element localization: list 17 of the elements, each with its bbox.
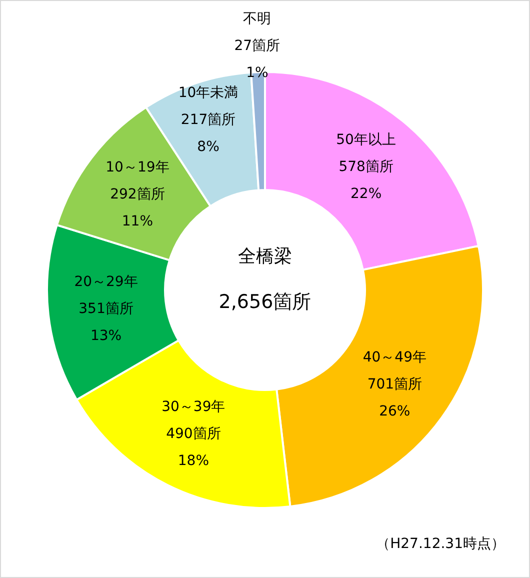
- slice-label: 30～39年: [162, 399, 226, 416]
- slice-label: 不明: [243, 11, 272, 28]
- data-label: 701箇所 26%: [367, 376, 422, 420]
- text: （H27.12.31時点）: [376, 536, 505, 552]
- data-label: 292箇所 11%: [110, 186, 165, 230]
- slice-label: 40～49年: [362, 350, 427, 366]
- data-label: 578箇所 22%: [338, 158, 394, 202]
- slice-label: 10～19年: [106, 159, 170, 176]
- data-label: 27箇所 1%: [234, 38, 280, 82]
- data-label: 351箇所 13%: [78, 300, 134, 344]
- slice-label: 50年以上: [336, 132, 396, 148]
- data-label: 217箇所 8%: [180, 112, 236, 156]
- slice-label: 10年未満: [178, 85, 238, 102]
- slice-label: 20～29年: [74, 274, 138, 290]
- text: 2,656箇所: [218, 291, 312, 313]
- text: 全橋梁: [238, 246, 292, 267]
- data-label: 490箇所 18%: [166, 426, 221, 470]
